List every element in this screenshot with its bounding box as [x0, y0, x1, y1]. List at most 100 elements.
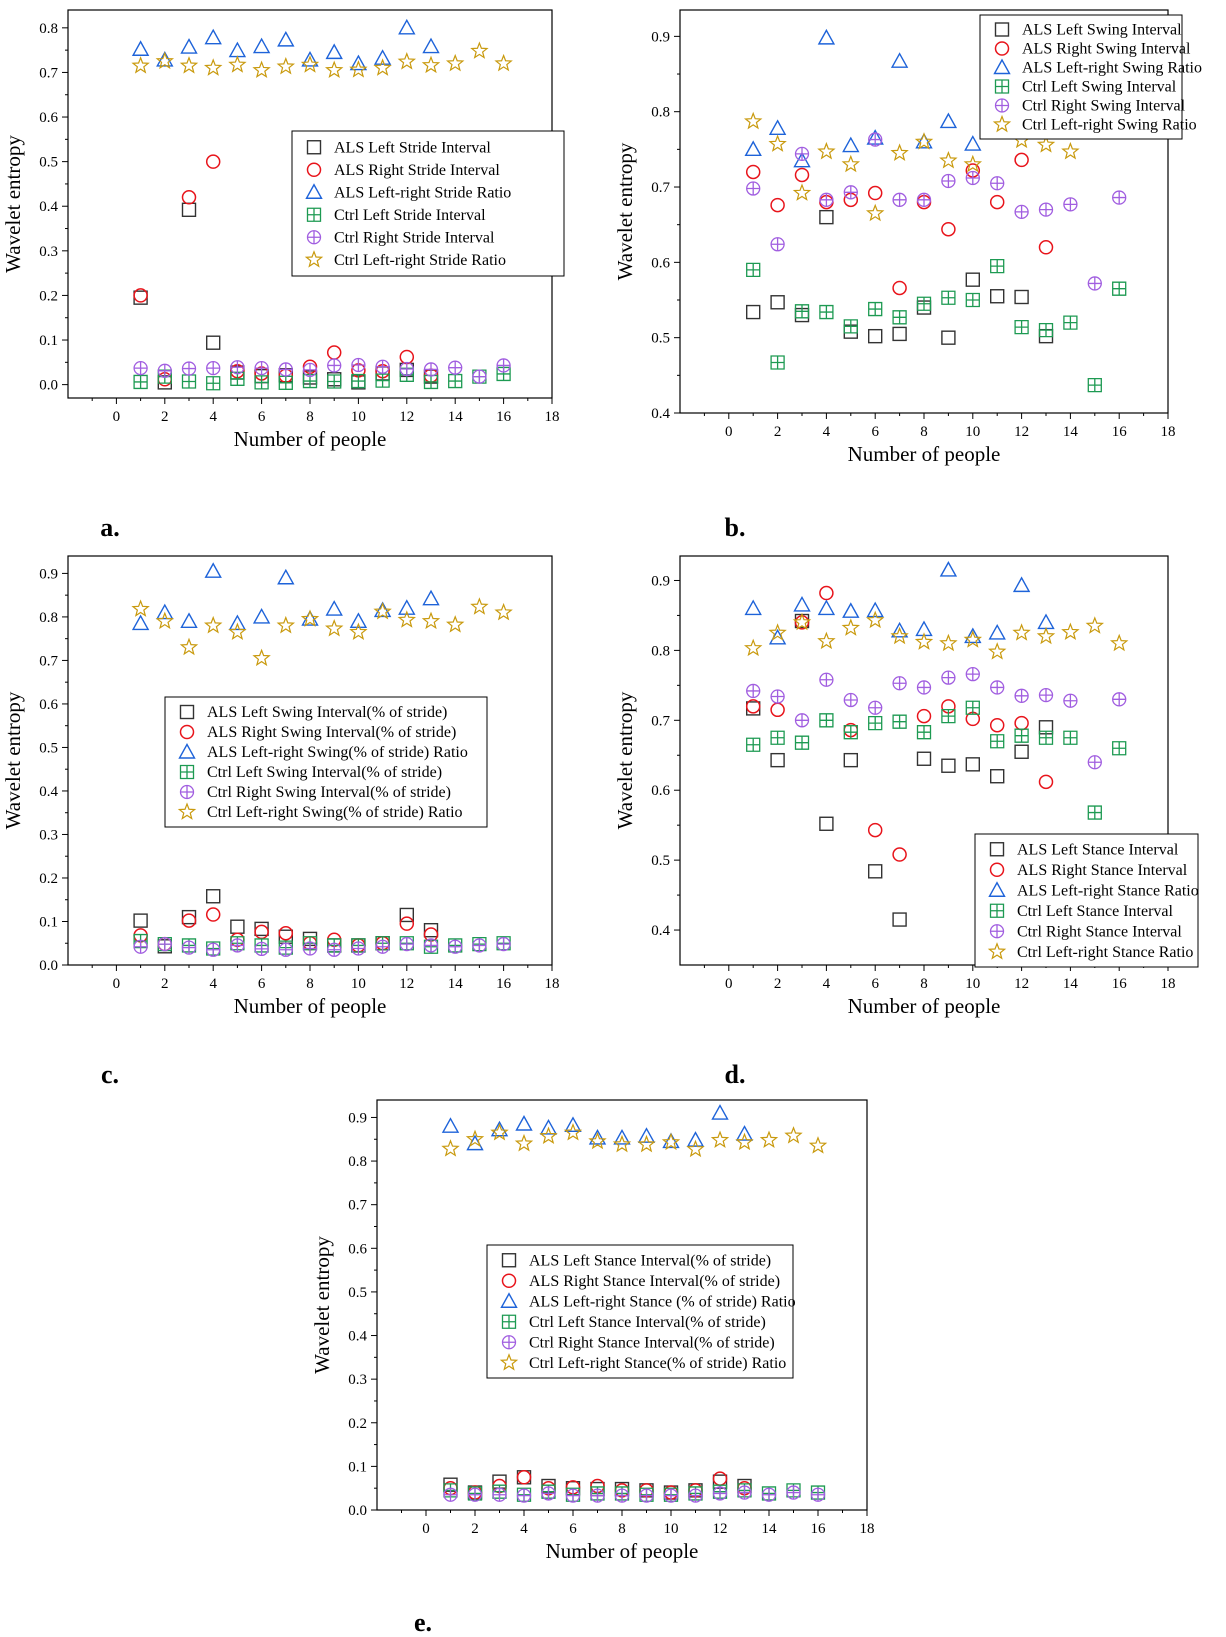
- data-point: [423, 922, 439, 938]
- legend-marker: [306, 140, 322, 155]
- data-point: [1063, 315, 1078, 330]
- series-5: [746, 667, 1127, 770]
- legend-entry: ALS Left Swing Interval(% of stride): [207, 704, 447, 721]
- data-point: [1014, 289, 1029, 305]
- y-tick-label: 0.6: [39, 697, 58, 713]
- data-point: [746, 304, 761, 320]
- y-tick-label: 0.7: [348, 1198, 367, 1214]
- y-tick-label: 0.8: [651, 105, 670, 121]
- data-point: [1063, 730, 1078, 745]
- data-point: [745, 699, 761, 714]
- y-tick-label: 0.8: [39, 610, 58, 626]
- legend: ALS Left Stance Interval ALS Right Stance…: [974, 833, 1199, 968]
- data-point: [988, 623, 1006, 640]
- y-tick-label: 0.6: [39, 110, 58, 126]
- data-point: [490, 1123, 509, 1141]
- legend-entry: ALS Right Stride Interval: [334, 162, 500, 179]
- data-point: [133, 374, 148, 390]
- panel-label: e.: [414, 1608, 432, 1637]
- data-point: [686, 1131, 705, 1147]
- data-point: [989, 194, 1005, 210]
- data-point: [819, 585, 834, 601]
- data-point: [1112, 281, 1127, 296]
- data-point: [843, 725, 858, 740]
- y-tick-label: 0.5: [651, 331, 670, 347]
- data-point: [735, 1132, 754, 1151]
- data-point: [868, 864, 883, 879]
- data-point: [155, 51, 175, 70]
- legend-marker: [179, 764, 195, 780]
- data-point: [746, 181, 761, 196]
- data-point: [205, 335, 221, 350]
- data-point: [205, 154, 221, 169]
- data-point: [761, 1487, 777, 1502]
- y-tick-label: 0.4: [651, 406, 670, 422]
- data-point: [206, 376, 221, 391]
- data-point: [941, 290, 956, 305]
- data-point: [890, 626, 909, 645]
- legend-entry: ALS Right Swing Interval(% of stride): [207, 724, 456, 741]
- data-point: [817, 28, 836, 45]
- data-point: [1012, 623, 1031, 641]
- data-point: [939, 150, 958, 169]
- x-tick-label: 0: [113, 409, 121, 425]
- y-axis-label: Wavelet entropy: [613, 142, 637, 280]
- data-point: [915, 132, 933, 149]
- legend: ALS Left Stance Interval(% of stride) ALS…: [486, 1244, 796, 1379]
- data-point: [965, 667, 980, 682]
- data-point: [965, 757, 980, 772]
- data-point: [277, 568, 295, 585]
- x-axis-label: Number of people: [848, 442, 1001, 466]
- data-point: [181, 940, 197, 955]
- data-point: [1014, 688, 1029, 703]
- data-point: [1061, 141, 1080, 160]
- legend-entry: ALS Right Stance Interval(% of stride): [529, 1273, 780, 1290]
- data-point: [745, 164, 761, 180]
- legend-entry: Ctrl Right Stride Interval: [334, 229, 495, 246]
- legend-entry: ALS Left Stance Interval(% of stride): [529, 1252, 771, 1269]
- data-point: [770, 702, 785, 718]
- data-point: [892, 912, 907, 927]
- x-tick-label: 14: [448, 409, 464, 425]
- x-tick-label: 16: [496, 976, 512, 992]
- data-point: [892, 280, 907, 296]
- x-tick-label: 10: [351, 409, 366, 425]
- data-point: [1109, 633, 1129, 652]
- data-point: [494, 602, 513, 621]
- data-point: [965, 700, 980, 715]
- data-point: [181, 913, 197, 928]
- legend-entry: Ctrl Right Swing Interval: [1022, 98, 1186, 115]
- data-point: [663, 1488, 679, 1503]
- data-point: [399, 936, 414, 952]
- data-point: [916, 751, 932, 766]
- legend: ALS Left Swing Interval(% of stride) ALS …: [164, 696, 488, 828]
- x-tick-label: 18: [545, 976, 560, 992]
- legend-marker: [177, 802, 197, 820]
- data-point: [133, 288, 148, 303]
- legend-box: [486, 1244, 794, 1379]
- data-point: [841, 154, 861, 173]
- data-point: [157, 936, 172, 952]
- data-point: [868, 715, 883, 731]
- data-point: [1038, 774, 1054, 790]
- data-point: [399, 361, 414, 377]
- data-point: [349, 622, 368, 640]
- data-point: [1014, 715, 1029, 731]
- x-tick-label: 16: [1112, 976, 1128, 992]
- legend-entry: ALS Left Stride Interval: [334, 139, 491, 156]
- legend-entry: Ctrl Left-right Stance Ratio: [1017, 944, 1193, 961]
- legend-entry: ALS Left-right Stance (% of stride) Rati…: [529, 1293, 796, 1310]
- data-point: [1014, 744, 1029, 759]
- series-4: [746, 258, 1127, 393]
- data-point: [230, 371, 245, 386]
- x-tick-label: 0: [725, 424, 733, 440]
- x-tick-label: 14: [1063, 424, 1079, 440]
- data-point: [794, 146, 810, 162]
- data-point: [203, 615, 223, 634]
- data-point: [892, 714, 907, 729]
- data-point: [1112, 741, 1127, 756]
- legend: ALS Left Stride Interval ALS Right Stride…: [291, 130, 565, 277]
- x-tick-label: 10: [965, 424, 980, 440]
- data-point: [1038, 322, 1054, 338]
- data-point: [254, 360, 269, 376]
